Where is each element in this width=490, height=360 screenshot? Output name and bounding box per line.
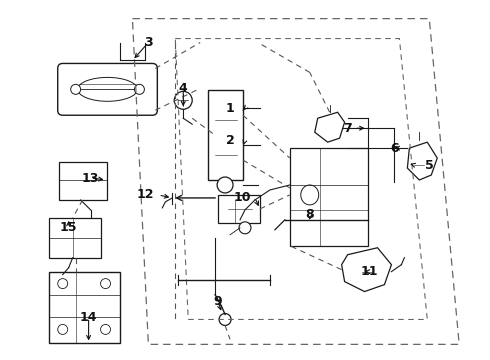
Text: 10: 10 <box>233 192 251 204</box>
Circle shape <box>174 91 192 109</box>
Text: 13: 13 <box>82 171 99 185</box>
Text: 4: 4 <box>179 82 188 95</box>
Bar <box>59 162 106 200</box>
Bar <box>208 90 243 180</box>
Circle shape <box>219 314 231 325</box>
Circle shape <box>58 279 68 289</box>
Ellipse shape <box>77 77 137 101</box>
Circle shape <box>100 279 111 289</box>
Circle shape <box>134 84 145 94</box>
Text: 7: 7 <box>343 122 352 135</box>
Circle shape <box>100 324 111 334</box>
Polygon shape <box>407 142 437 180</box>
Circle shape <box>239 222 251 234</box>
Bar <box>49 218 100 258</box>
Text: 11: 11 <box>361 265 378 278</box>
Bar <box>49 272 121 343</box>
Text: 8: 8 <box>305 208 314 221</box>
Text: 3: 3 <box>144 36 153 49</box>
Text: 6: 6 <box>390 141 399 155</box>
Text: 9: 9 <box>214 295 222 308</box>
Circle shape <box>71 84 81 94</box>
FancyBboxPatch shape <box>58 63 157 115</box>
Text: 2: 2 <box>226 134 234 147</box>
Text: 15: 15 <box>60 221 77 234</box>
Text: 12: 12 <box>137 188 154 202</box>
Bar <box>218 195 260 223</box>
Circle shape <box>58 324 68 334</box>
Circle shape <box>217 177 233 193</box>
Bar <box>290 148 368 246</box>
Text: 14: 14 <box>80 311 98 324</box>
Polygon shape <box>342 248 392 292</box>
Text: 1: 1 <box>226 102 234 115</box>
Text: 5: 5 <box>425 158 434 172</box>
Polygon shape <box>315 112 344 142</box>
